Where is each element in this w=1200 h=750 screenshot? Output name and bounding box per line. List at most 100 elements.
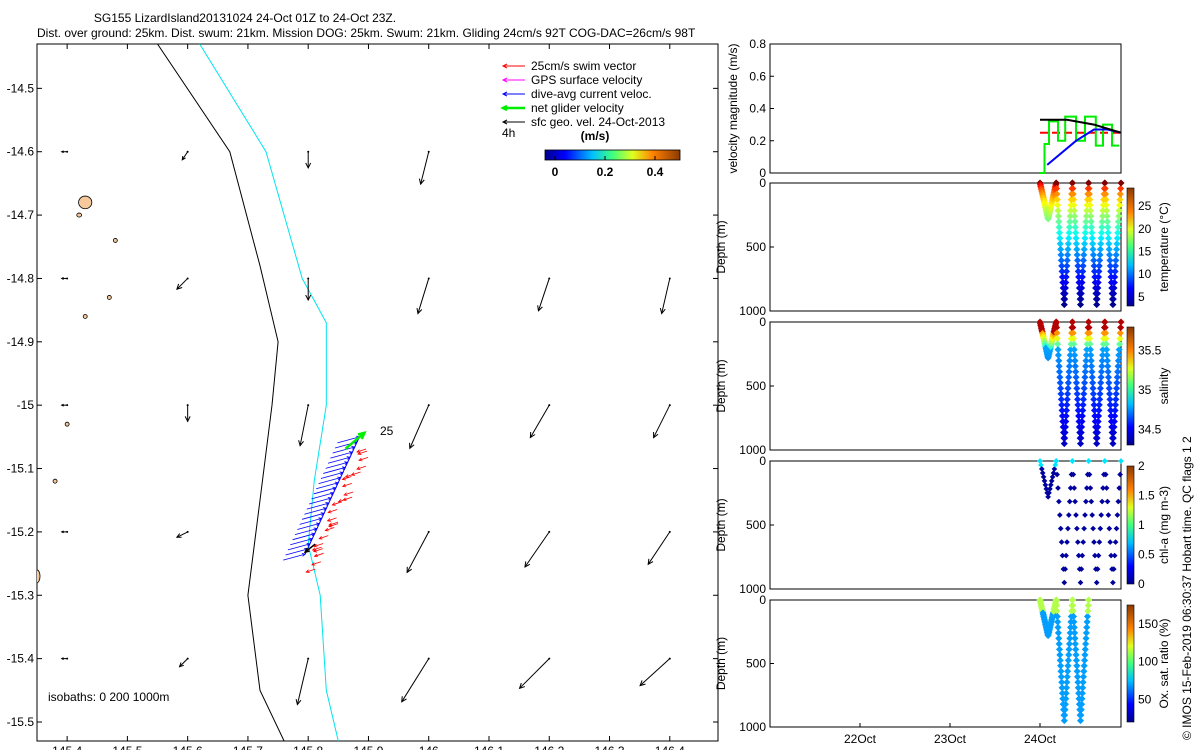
dac-vector-17 xyxy=(323,467,346,474)
y-tick-label: 0.6 xyxy=(749,69,766,83)
data-point xyxy=(1114,512,1121,518)
sfc-vector-10-head xyxy=(60,403,64,407)
data-point xyxy=(1116,485,1123,491)
track-label: 25 xyxy=(380,424,394,438)
sfc-vector-19 xyxy=(524,531,550,568)
data-point xyxy=(1055,485,1061,491)
data-point xyxy=(1059,552,1066,559)
island-7 xyxy=(37,569,41,583)
y-tick-label: -14.6 xyxy=(7,145,35,159)
data-point xyxy=(1102,471,1109,478)
data-point xyxy=(1083,485,1090,491)
island-5 xyxy=(64,421,70,427)
data-point xyxy=(1117,471,1123,478)
colorbar-tick-label: 0.4 xyxy=(647,165,664,179)
y-tick-label: -14.9 xyxy=(7,335,35,349)
swim-vector-6-head xyxy=(318,536,323,540)
sfc-vector-4-head xyxy=(60,277,64,280)
swim-vector-17-head xyxy=(341,476,346,481)
swim-vector-10-head xyxy=(326,518,331,522)
swim-vector-21-head xyxy=(358,457,363,462)
swim-vector-9 xyxy=(328,521,339,526)
dac-vector-10 xyxy=(306,502,329,510)
swim-vector-20-head xyxy=(356,466,361,470)
speed-colorbar xyxy=(544,149,681,161)
swim-vector-0-head xyxy=(305,569,310,573)
net-velocity-vector-head xyxy=(357,431,367,440)
data-point xyxy=(1056,498,1062,505)
sfc-vector-9 xyxy=(661,278,671,314)
data-point xyxy=(1045,494,1051,500)
swim-vector-17 xyxy=(342,476,352,480)
legend-label-4: sfc geo. vel. 24-Oct-2013 xyxy=(531,115,665,129)
sfc-vector-26-head xyxy=(639,680,646,687)
colorbar-label: Ox. sat. ratio (%) xyxy=(1157,618,1171,708)
time-label: 4h xyxy=(502,126,515,140)
track-start-vector-head xyxy=(303,547,310,554)
data-point xyxy=(1073,512,1079,518)
swim-vector-12 xyxy=(332,501,342,506)
swim-vector-8 xyxy=(328,523,339,528)
swim-vector-6 xyxy=(319,535,329,540)
x-tick-label: 145.5 xyxy=(112,744,142,750)
swim-vector-21 xyxy=(358,456,369,461)
data-point xyxy=(1049,474,1056,480)
data-point xyxy=(1092,552,1098,559)
sfc-vector-15-head xyxy=(653,431,659,439)
sfc-vector-6-head xyxy=(305,294,312,302)
x-tick-label: 145.8 xyxy=(293,744,323,750)
data-point xyxy=(1065,512,1072,518)
data-point xyxy=(1090,525,1096,532)
y-tick-label: -15.1 xyxy=(7,462,35,476)
data-point xyxy=(1077,579,1084,586)
data-point xyxy=(1039,470,1046,476)
swim-vector-16 xyxy=(342,483,352,487)
colorbar-tick-label: 20 xyxy=(1138,222,1152,236)
swim-vector-23 xyxy=(356,448,367,453)
y-tick-label: -14.7 xyxy=(7,208,35,222)
swim-vector-10 xyxy=(327,517,337,522)
data-point xyxy=(1106,525,1113,532)
dac-vector-2 xyxy=(287,543,311,551)
data-point xyxy=(1087,485,1094,491)
velocity-frame xyxy=(769,43,1122,174)
data-point xyxy=(1061,579,1068,586)
swim-vector-1 xyxy=(311,561,322,566)
dac-vector-1 xyxy=(285,548,308,556)
swim-vector-16-head xyxy=(341,483,347,488)
data-point xyxy=(1118,458,1124,464)
sfc-vector-13-head xyxy=(409,442,415,450)
legend-arrow-2-head xyxy=(501,91,508,97)
y-tick-label: -15 xyxy=(17,398,35,412)
data-point xyxy=(1058,539,1065,545)
colorbar-tick-label: 50 xyxy=(1138,692,1152,706)
time-tick-label: 24Oct xyxy=(1024,732,1057,746)
y-tick-label: -14.5 xyxy=(7,81,35,95)
salinity-profile: 0 500 1000 Depth (m) 34.5 35 35.5 salinity xyxy=(714,315,1171,457)
colorbar-tick-label: 5 xyxy=(1138,290,1145,304)
time-tick-label: 22Oct xyxy=(844,732,877,746)
colorbar-tick-label: 35 xyxy=(1138,383,1152,397)
data-point xyxy=(1096,539,1103,545)
side-note: © IMOS 15-Feb-2019 06:30:37 Hobart time.… xyxy=(1180,436,1194,740)
profile-colorbar xyxy=(1126,187,1135,307)
swim-vector-14 xyxy=(343,496,353,501)
swim-vector-9-head xyxy=(328,522,333,527)
x-tick-label: 145.7 xyxy=(233,744,263,750)
sfc-vector-2-head xyxy=(305,162,312,170)
sfc-vector-15 xyxy=(653,404,671,438)
sfc-vector-24 xyxy=(401,658,430,703)
sfc-vector-18 xyxy=(406,531,430,573)
data-point xyxy=(1100,485,1106,491)
map-frame xyxy=(36,43,719,742)
track-line xyxy=(304,436,360,555)
swim-vector-20 xyxy=(356,465,367,470)
data-point xyxy=(1074,539,1081,545)
profile-colorbar xyxy=(1126,326,1135,446)
sfc-vector-17 xyxy=(176,531,188,538)
sfc-vector-3 xyxy=(420,151,430,185)
net-velocity-vector xyxy=(344,431,366,450)
data-point xyxy=(1054,471,1060,478)
